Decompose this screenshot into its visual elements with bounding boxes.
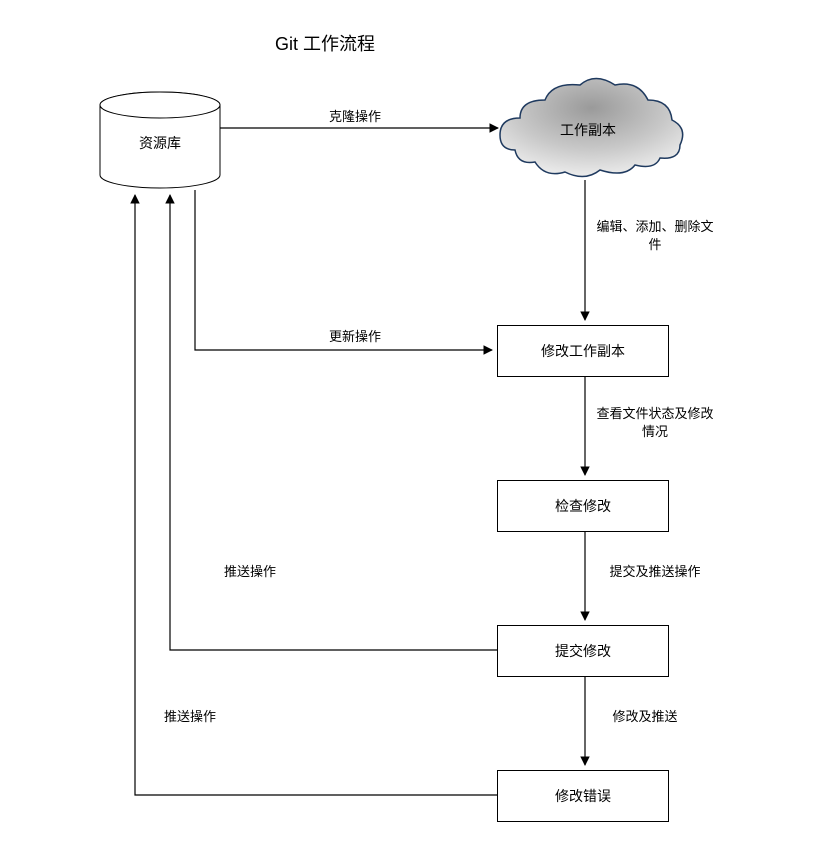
edge-status-label: 查看文件状态及修改情况 (595, 405, 715, 441)
diagram-title: Git 工作流程 (275, 30, 375, 56)
edge-fix-push-label: 修改及推送 (595, 708, 695, 726)
repo-label: 资源库 (100, 133, 220, 153)
working-copy-label: 工作副本 (528, 120, 648, 140)
edge-edit-label: 编辑、添加、删除文件 (595, 218, 715, 254)
edge-commit-push-label: 提交及推送操作 (595, 563, 715, 581)
fix-label: 修改错误 (555, 786, 611, 806)
edge-update-label: 更新操作 (310, 328, 400, 346)
modify-wc-node: 修改工作副本 (497, 325, 669, 377)
commit-label: 提交修改 (555, 641, 611, 661)
git-workflow-diagram: Git 工作流程 (0, 0, 814, 862)
review-label: 检查修改 (555, 496, 611, 516)
modify-wc-label: 修改工作副本 (541, 341, 625, 361)
review-node: 检查修改 (497, 480, 669, 532)
fix-node: 修改错误 (497, 770, 669, 822)
commit-node: 提交修改 (497, 625, 669, 677)
edge-push-commit-label: 推送操作 (205, 563, 295, 581)
edge-push-fix-label: 推送操作 (145, 708, 235, 726)
edge-clone-label: 克隆操作 (310, 108, 400, 126)
